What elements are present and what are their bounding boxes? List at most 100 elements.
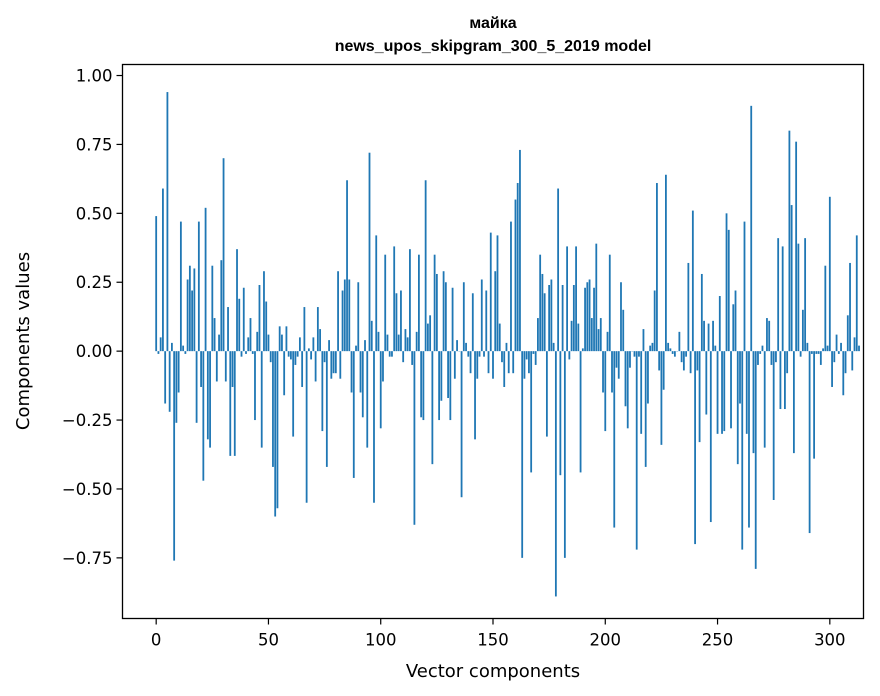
bar-259 — [736, 351, 739, 465]
bar-225 — [660, 351, 663, 445]
bar-271 — [763, 351, 766, 448]
bar-304 — [837, 351, 840, 354]
bar-134 — [456, 340, 458, 352]
bar-215 — [638, 351, 640, 357]
bar-218 — [644, 351, 647, 467]
bar-286 — [797, 243, 800, 352]
x-tick-label: 200 — [590, 631, 622, 650]
bar-204 — [613, 351, 616, 528]
bar-28 — [218, 334, 220, 352]
bar-75 — [323, 351, 326, 363]
bar-99 — [377, 331, 380, 352]
bar-91 — [359, 351, 362, 393]
bar-18 — [195, 351, 198, 423]
bar-231 — [673, 351, 676, 357]
bar-6 — [168, 351, 171, 412]
bar-5 — [166, 92, 169, 352]
bar-311 — [853, 337, 856, 352]
bar-258 — [734, 290, 737, 352]
bar-248 — [712, 320, 714, 352]
bar-306 — [842, 351, 845, 396]
bar-216 — [640, 351, 643, 434]
bar-62 — [294, 351, 297, 365]
bar-201 — [606, 331, 609, 352]
bar-249 — [714, 345, 717, 352]
bar-145 — [480, 279, 483, 352]
bar-178 — [554, 351, 557, 597]
bar-300 — [828, 196, 831, 352]
bar-154 — [501, 351, 503, 363]
bar-264 — [748, 351, 750, 528]
bar-88 — [352, 351, 355, 478]
bar-8 — [173, 351, 176, 561]
bar-4 — [164, 351, 167, 404]
bar-14 — [186, 279, 189, 352]
bar-127 — [440, 351, 443, 401]
bar-245 — [705, 351, 708, 415]
bar-247 — [709, 351, 712, 523]
bar-129 — [444, 282, 447, 352]
bar-19 — [197, 221, 200, 352]
bar-29 — [220, 260, 223, 352]
bar-282 — [788, 130, 791, 352]
bar-81 — [337, 271, 339, 352]
bar-1 — [157, 351, 160, 354]
bar-59 — [287, 351, 290, 357]
bar-46 — [258, 285, 261, 352]
bar-123 — [431, 351, 434, 465]
bar-76 — [325, 351, 328, 467]
bar-299 — [826, 345, 829, 352]
bar-20 — [200, 351, 202, 387]
bar-116 — [415, 331, 418, 352]
y-tick-label: −0.50 — [62, 480, 113, 499]
bar-143 — [476, 351, 479, 379]
bar-72 — [316, 307, 319, 352]
bar-115 — [413, 351, 416, 525]
bar-147 — [485, 290, 488, 352]
bar-105 — [391, 351, 393, 357]
bar-174 — [545, 351, 548, 437]
bar-270 — [761, 345, 764, 352]
bar-257 — [732, 304, 735, 352]
bar-230 — [671, 351, 674, 354]
bar-187 — [575, 246, 577, 352]
bar-37 — [238, 298, 241, 352]
bar-280 — [784, 351, 786, 410]
bar-250 — [716, 351, 719, 434]
bar-255 — [727, 229, 730, 352]
bar-103 — [386, 334, 389, 352]
bar-119 — [422, 351, 425, 421]
bar-11 — [179, 221, 182, 352]
bar-181 — [561, 285, 564, 352]
bar-71 — [314, 351, 317, 382]
x-tick-label: 100 — [365, 631, 397, 650]
bar-79 — [332, 351, 335, 374]
bar-69 — [310, 351, 313, 360]
y-tick-label: 0.75 — [76, 135, 113, 154]
bar-260 — [739, 351, 741, 404]
bar-295 — [817, 351, 820, 354]
bar-195 — [593, 287, 595, 352]
bar-138 — [465, 342, 467, 352]
x-axis-label: Vector components — [406, 661, 580, 682]
bar-102 — [384, 254, 387, 352]
bar-213 — [633, 351, 636, 357]
bar-125 — [435, 273, 438, 352]
bar-52 — [272, 351, 274, 467]
bar-85 — [346, 180, 348, 352]
bar-176 — [550, 279, 553, 352]
bar-133 — [453, 351, 456, 379]
bar-53 — [274, 351, 277, 517]
bar-269 — [759, 351, 762, 354]
plot-frame — [121, 63, 865, 620]
bar-229 — [669, 348, 672, 352]
bar-142 — [474, 351, 476, 440]
bar-196 — [595, 243, 598, 352]
bar-252 — [721, 351, 723, 434]
bar-80 — [334, 351, 337, 374]
bar-208 — [622, 309, 625, 352]
bar-98 — [375, 235, 378, 352]
chart-title-word: майка — [469, 15, 516, 32]
bar-189 — [579, 351, 582, 473]
bar-24 — [209, 351, 211, 448]
